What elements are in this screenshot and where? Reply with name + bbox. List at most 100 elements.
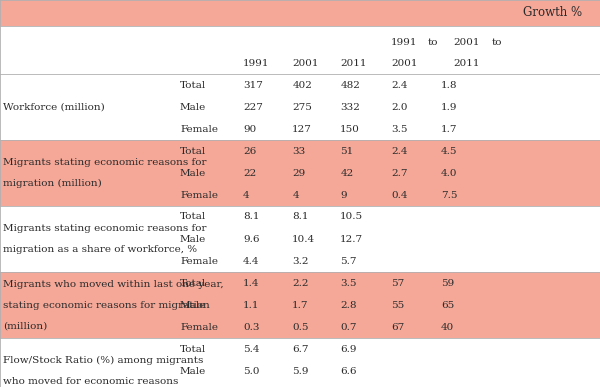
Text: migration as a share of workforce, %: migration as a share of workforce, % [3, 245, 197, 254]
Text: 8.1: 8.1 [243, 212, 260, 221]
Text: 482: 482 [340, 80, 360, 89]
Text: 1.7: 1.7 [292, 300, 309, 310]
Text: 2001: 2001 [391, 59, 418, 68]
Text: 4.5: 4.5 [441, 147, 458, 156]
Text: 4: 4 [243, 190, 250, 200]
Text: 2.4: 2.4 [391, 80, 408, 89]
Text: Male: Male [180, 103, 206, 111]
Text: Female: Female [180, 257, 218, 265]
Text: 33: 33 [292, 147, 305, 156]
Text: 2001: 2001 [292, 59, 319, 68]
Text: 9.6: 9.6 [243, 235, 260, 243]
Text: 332: 332 [340, 103, 360, 111]
Bar [0, 338, 600, 387]
Text: 55: 55 [391, 300, 404, 310]
Text: to: to [492, 38, 502, 47]
Text: 4.4: 4.4 [243, 257, 260, 265]
Text: 127: 127 [292, 125, 312, 134]
Text: 2.8: 2.8 [340, 300, 356, 310]
Text: 8.1: 8.1 [292, 212, 309, 221]
Text: 4.0: 4.0 [441, 168, 458, 178]
Text: migration (million): migration (million) [3, 179, 102, 188]
Text: 6.7: 6.7 [292, 344, 309, 353]
Text: Male: Male [180, 235, 206, 243]
Text: 2.7: 2.7 [391, 168, 408, 178]
Text: Migrants who moved within last one year,: Migrants who moved within last one year, [3, 279, 224, 289]
Bar [0, 74, 600, 140]
Text: 5.4: 5.4 [243, 344, 260, 353]
Text: Male: Male [180, 168, 206, 178]
Text: Migrants stating economic reasons for: Migrants stating economic reasons for [3, 224, 206, 233]
Text: 1991: 1991 [391, 38, 418, 47]
Text: Male: Male [180, 366, 206, 375]
Text: 275: 275 [292, 103, 312, 111]
Bar [0, 26, 600, 74]
Text: 2.2: 2.2 [292, 279, 309, 288]
Text: 67: 67 [391, 322, 404, 332]
Text: 2.0: 2.0 [391, 103, 408, 111]
Text: 29: 29 [292, 168, 305, 178]
Text: who moved for economic reasons: who moved for economic reasons [3, 377, 178, 386]
Text: 42: 42 [340, 168, 353, 178]
Text: 1.8: 1.8 [441, 80, 458, 89]
Text: Total: Total [180, 147, 206, 156]
Bar [0, 206, 600, 272]
Text: Growth %: Growth % [523, 7, 582, 19]
Text: 3.5: 3.5 [391, 125, 408, 134]
Text: 4: 4 [292, 190, 299, 200]
Text: 3.5: 3.5 [340, 279, 356, 288]
Text: Female: Female [180, 322, 218, 332]
Text: stating economic reasons for migration: stating economic reasons for migration [3, 300, 210, 310]
Text: 7.5: 7.5 [441, 190, 458, 200]
Text: 0.7: 0.7 [340, 322, 356, 332]
Text: 65: 65 [441, 300, 454, 310]
Text: 12.7: 12.7 [340, 235, 364, 243]
Text: 0.4: 0.4 [391, 190, 408, 200]
Text: 5.9: 5.9 [292, 366, 309, 375]
Text: 10.5: 10.5 [340, 212, 364, 221]
Text: Migrants stating economic reasons for: Migrants stating economic reasons for [3, 158, 206, 167]
Bar [0, 140, 600, 206]
Text: 22: 22 [243, 168, 256, 178]
Text: Male: Male [180, 300, 206, 310]
Text: Total: Total [180, 80, 206, 89]
Bar [0, 272, 600, 338]
Text: Female: Female [180, 190, 218, 200]
Text: 26: 26 [243, 147, 256, 156]
Text: 59: 59 [441, 279, 454, 288]
Text: 2011: 2011 [340, 59, 367, 68]
Text: 1991: 1991 [243, 59, 269, 68]
Text: 402: 402 [292, 80, 312, 89]
Text: to: to [427, 38, 438, 47]
Text: 317: 317 [243, 80, 263, 89]
Text: (million): (million) [3, 321, 47, 330]
Text: 2.4: 2.4 [391, 147, 408, 156]
Text: 57: 57 [391, 279, 404, 288]
Text: 2011: 2011 [453, 59, 479, 68]
Text: 5.0: 5.0 [243, 366, 260, 375]
Text: 90: 90 [243, 125, 256, 134]
Text: 0.5: 0.5 [292, 322, 309, 332]
Text: 3.2: 3.2 [292, 257, 309, 265]
Text: 0.3: 0.3 [243, 322, 260, 332]
Text: 9: 9 [340, 190, 347, 200]
Text: 40: 40 [441, 322, 454, 332]
Text: Flow/Stock Ratio (%) among migrants: Flow/Stock Ratio (%) among migrants [3, 356, 203, 365]
Text: 2001: 2001 [453, 38, 479, 47]
Text: 150: 150 [340, 125, 360, 134]
Text: 1.4: 1.4 [243, 279, 260, 288]
Text: 51: 51 [340, 147, 353, 156]
Text: 1.7: 1.7 [441, 125, 458, 134]
Text: 6.9: 6.9 [340, 344, 356, 353]
Text: Total: Total [180, 279, 206, 288]
Text: 1.1: 1.1 [243, 300, 260, 310]
Text: Total: Total [180, 344, 206, 353]
Text: 1.9: 1.9 [441, 103, 458, 111]
Text: Workforce (million): Workforce (million) [3, 103, 105, 111]
Bar [0, 0, 600, 26]
Text: 227: 227 [243, 103, 263, 111]
Text: Total: Total [180, 212, 206, 221]
Text: 5.7: 5.7 [340, 257, 356, 265]
Text: Female: Female [180, 125, 218, 134]
Text: 6.6: 6.6 [340, 366, 356, 375]
